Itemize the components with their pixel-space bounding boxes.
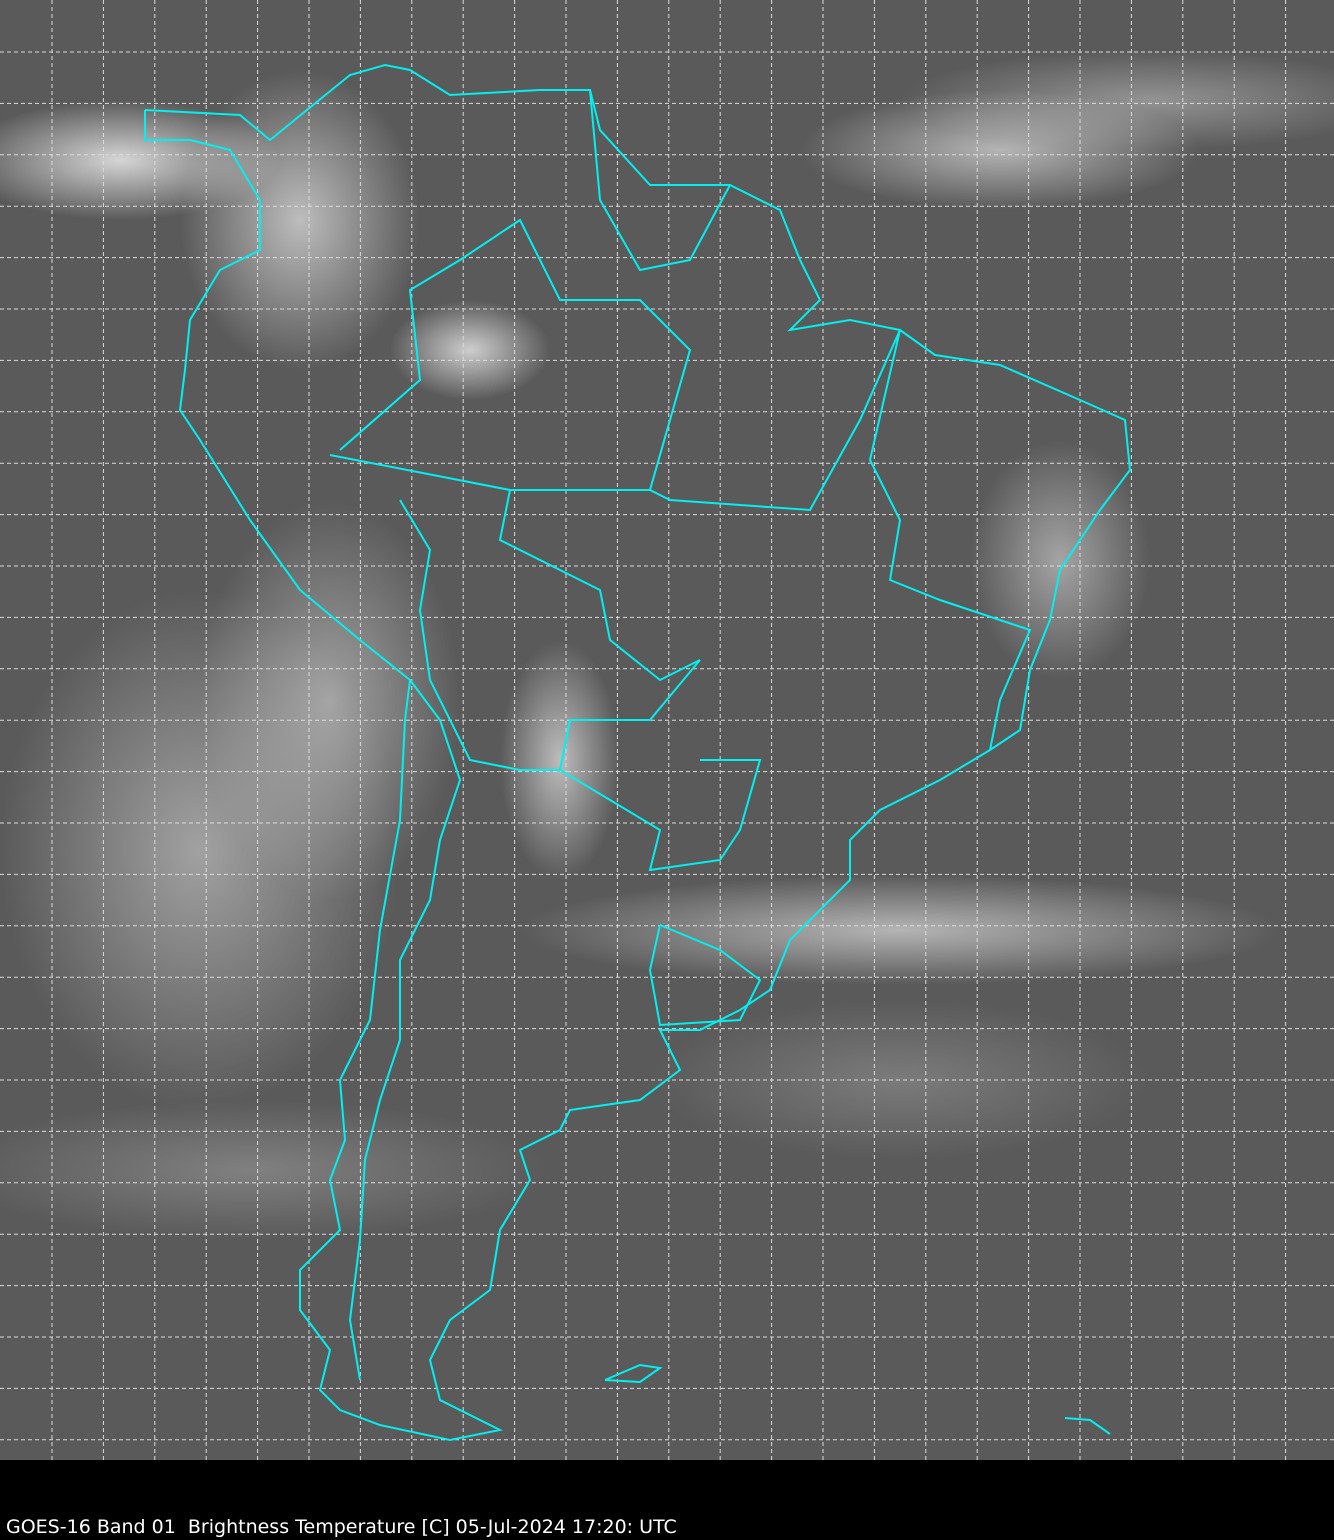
country-borders [144, 63, 1132, 1442]
border-guianas [589, 89, 731, 272]
south-america-coastline [144, 63, 1132, 1442]
border-uruguay [648, 924, 762, 1027]
border-brazil-states [649, 329, 1032, 751]
image-caption: GOES-16 Band 01 Brightness Temperature [… [6, 1516, 677, 1538]
border-brazil-west [329, 218, 692, 491]
south-georgia [1064, 1417, 1111, 1435]
map-overlay [0, 0, 1334, 1460]
lat-lon-grid [0, 0, 1334, 1460]
border-bolivia [399, 489, 701, 771]
border-paraguay-argentina [558, 719, 762, 872]
falkland-islands [604, 1363, 663, 1384]
border-chile-argentina [348, 679, 462, 1381]
satellite-imagery [0, 0, 1334, 1460]
